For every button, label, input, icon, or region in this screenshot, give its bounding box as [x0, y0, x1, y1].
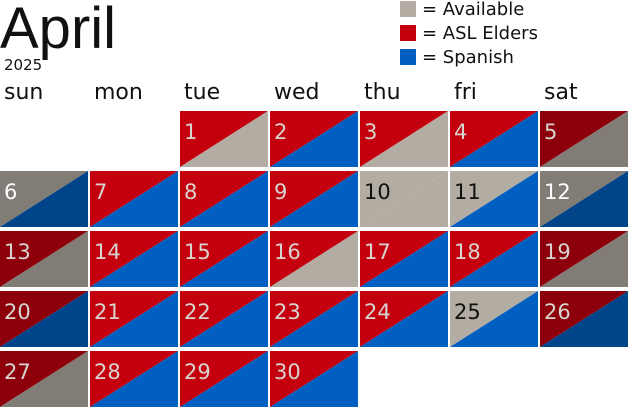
day-number: 25 — [454, 300, 481, 324]
weekday-header: sun — [4, 80, 43, 105]
day-bottom — [540, 171, 628, 227]
day-bottom — [360, 231, 448, 287]
day-bottom — [180, 351, 268, 407]
day-number: 28 — [94, 360, 121, 384]
day-bottom — [270, 231, 358, 287]
day-number: 8 — [184, 180, 197, 204]
day-number: 19 — [544, 240, 571, 264]
year: 2025 — [4, 56, 42, 74]
day-bottom — [270, 111, 358, 167]
day-number: 13 — [4, 240, 31, 264]
day-number: 27 — [4, 360, 31, 384]
day-bottom — [450, 171, 538, 227]
legend-label: = ASL Elders — [422, 23, 538, 44]
day-bottom — [450, 291, 538, 347]
day-number: 9 — [274, 180, 287, 204]
day-bottom — [0, 171, 88, 227]
day-bottom — [270, 291, 358, 347]
day-number: 22 — [184, 300, 211, 324]
day-number: 30 — [274, 360, 301, 384]
day-number: 14 — [94, 240, 121, 264]
day-bottom — [0, 351, 88, 407]
day-number: 20 — [4, 300, 31, 324]
day-bottom — [360, 291, 448, 347]
day-number: 18 — [454, 240, 481, 264]
weekday-header: sat — [544, 80, 578, 105]
day-bottom — [180, 291, 268, 347]
day-number: 3 — [364, 120, 377, 144]
weekday-header: wed — [274, 80, 320, 105]
weekday-header: fri — [454, 80, 477, 105]
day-number: 10 — [364, 180, 391, 204]
day-bottom — [180, 111, 268, 167]
day-number: 6 — [4, 180, 17, 204]
day-bottom — [540, 111, 628, 167]
day-number: 11 — [454, 180, 481, 204]
day-number: 5 — [544, 120, 557, 144]
day-bottom — [0, 291, 88, 347]
legend-swatch — [400, 25, 416, 41]
day-bottom — [90, 351, 178, 407]
weekday-header: tue — [184, 80, 220, 105]
legend-label: = Available — [422, 0, 524, 20]
day-bottom — [180, 171, 268, 227]
day-bottom — [180, 231, 268, 287]
day-bottom — [450, 231, 538, 287]
legend-label: = Spanish — [422, 47, 514, 68]
day-number: 21 — [94, 300, 121, 324]
day-number: 15 — [184, 240, 211, 264]
day-bottom — [450, 111, 538, 167]
day-number: 7 — [94, 180, 107, 204]
month-title: April — [0, 0, 116, 61]
day-bottom — [90, 171, 178, 227]
day-number: 12 — [544, 180, 571, 204]
legend-swatch — [400, 49, 416, 65]
day-bottom — [360, 171, 448, 227]
weekday-header: mon — [94, 80, 143, 105]
day-bottom — [360, 111, 448, 167]
day-number: 17 — [364, 240, 391, 264]
day-number: 2 — [274, 120, 287, 144]
day-number: 23 — [274, 300, 301, 324]
weekday-header: thu — [364, 80, 401, 105]
day-number: 1 — [184, 120, 197, 144]
legend-swatch — [400, 1, 416, 17]
day-number: 16 — [274, 240, 301, 264]
day-bottom — [270, 171, 358, 227]
day-bottom — [540, 231, 628, 287]
day-number: 24 — [364, 300, 391, 324]
day-bottom — [90, 231, 178, 287]
day-number: 4 — [454, 120, 467, 144]
day-bottom — [90, 291, 178, 347]
day-bottom — [540, 291, 628, 347]
day-bottom — [270, 351, 358, 407]
day-number: 29 — [184, 360, 211, 384]
day-bottom — [0, 231, 88, 287]
day-number: 26 — [544, 300, 571, 324]
